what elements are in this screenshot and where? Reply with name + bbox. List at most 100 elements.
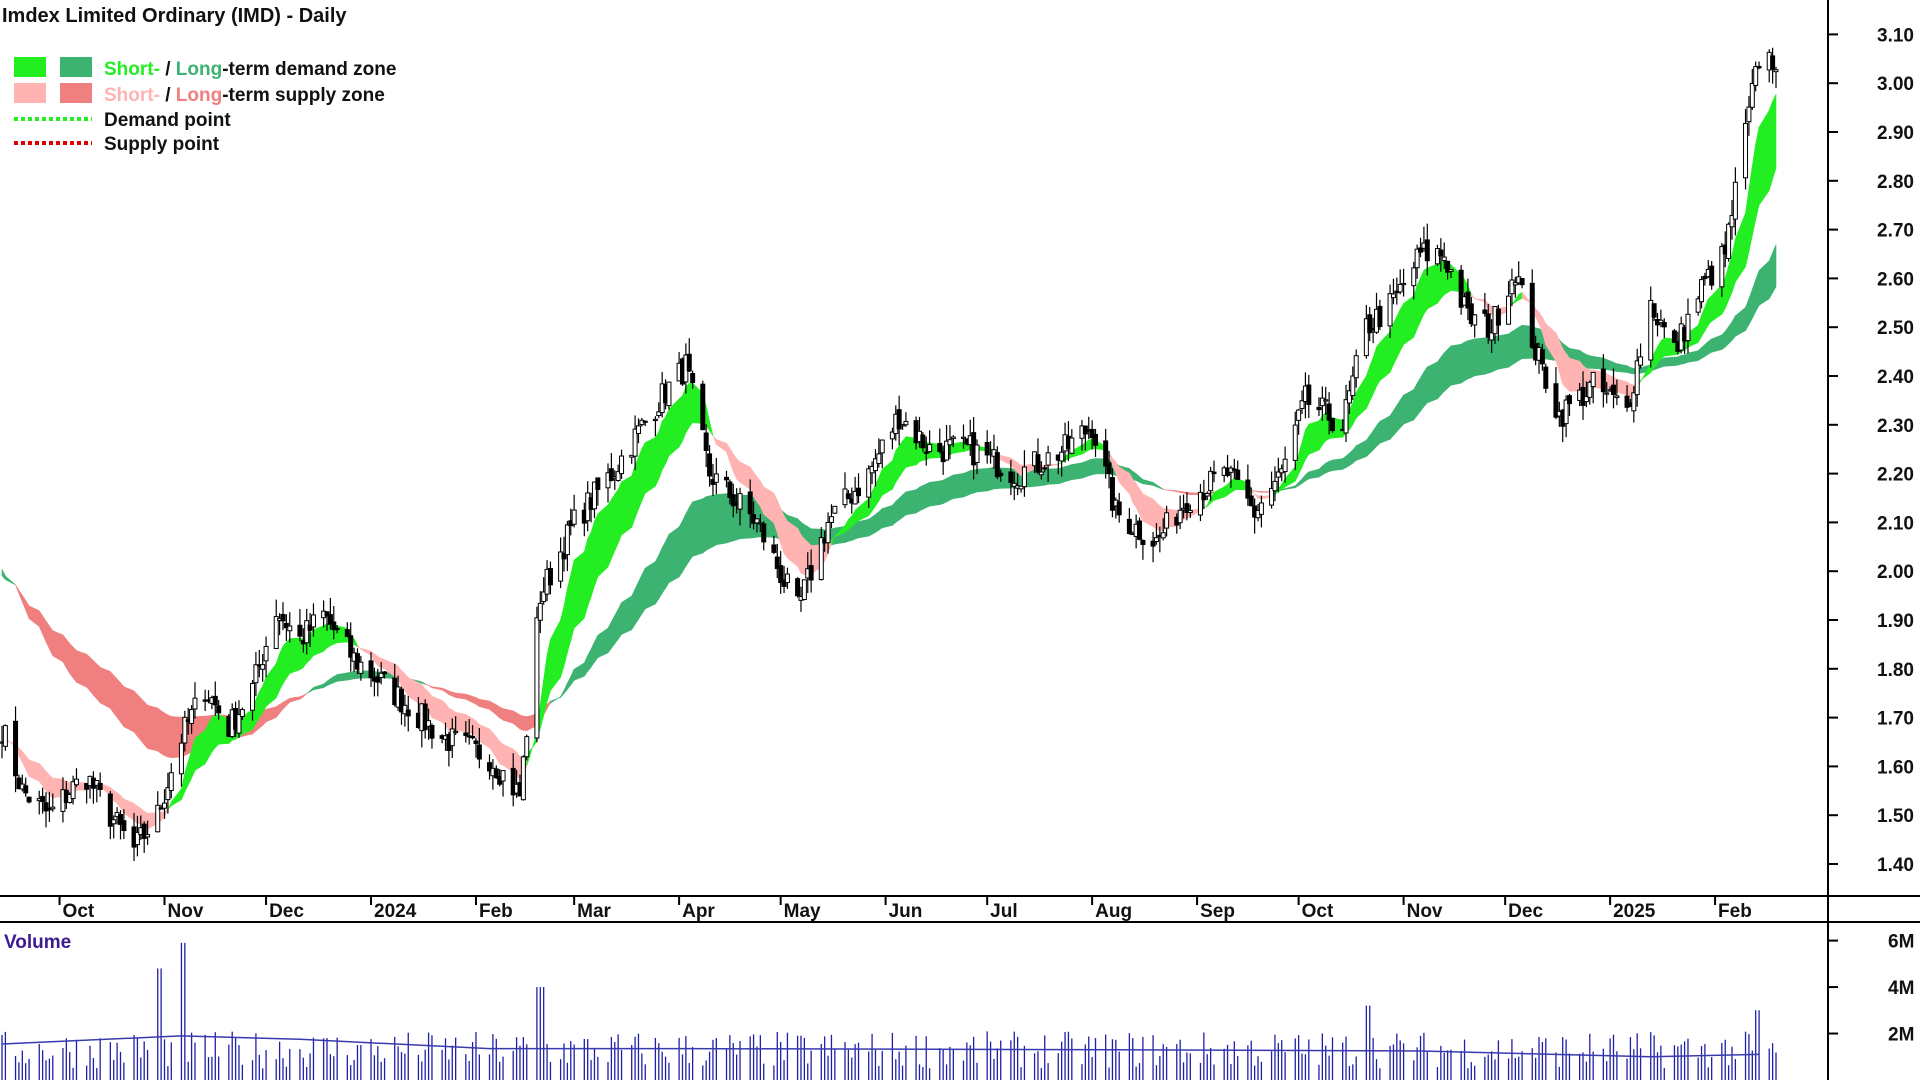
legend-supply-zone: Short- / Long-term supply zone xyxy=(104,85,385,106)
short-term-zone-segment xyxy=(25,754,30,777)
short-term-zone-segment xyxy=(1223,483,1228,498)
short-term-zone-segment xyxy=(1301,429,1306,468)
short-term-zone-segment xyxy=(1697,315,1702,344)
short-term-zone-segment xyxy=(560,606,565,678)
long-term-zone-segment xyxy=(1179,490,1184,494)
short-term-zone-segment xyxy=(1555,332,1560,373)
candle-body xyxy=(1414,248,1420,269)
candle-body xyxy=(141,823,147,839)
short-term-zone-segment xyxy=(709,421,714,437)
candle-body xyxy=(263,645,269,662)
short-term-zone-segment xyxy=(1616,378,1628,396)
candle-body xyxy=(1211,471,1217,475)
short-term-zone-segment xyxy=(783,514,788,559)
short-term-zone-segment xyxy=(587,532,592,607)
candle-body xyxy=(1326,403,1332,421)
long-term-zone-segment xyxy=(42,614,47,642)
long-term-zone-segment xyxy=(1254,490,1259,493)
long-term-zone-segment xyxy=(28,605,40,628)
candle-body xyxy=(500,770,506,782)
long-term-zone-segment xyxy=(1420,370,1425,413)
short-term-zone-segment xyxy=(1745,189,1750,267)
y-tick-label: 2.80 xyxy=(1877,172,1914,193)
long-term-zone-segment xyxy=(326,678,331,687)
candle-body xyxy=(260,664,266,670)
long-term-zone-segment xyxy=(1342,455,1347,470)
candle-body xyxy=(1282,458,1288,473)
short-term-zone-segment xyxy=(1748,165,1753,252)
candle-body xyxy=(1709,265,1715,286)
short-term-zone-segment xyxy=(262,676,267,713)
long-term-zone-segment xyxy=(336,672,348,682)
candle-body xyxy=(1529,282,1535,348)
candle-body xyxy=(165,787,171,801)
candle-body xyxy=(1106,462,1112,475)
long-term-zone-segment xyxy=(323,680,328,689)
candle-body xyxy=(784,573,790,584)
long-term-zone-segment xyxy=(1399,394,1404,429)
candle-body xyxy=(608,468,614,481)
candle-body xyxy=(1638,356,1644,366)
short-term-zone-segment xyxy=(739,461,751,490)
candle-body xyxy=(524,736,530,758)
short-term-zone-segment xyxy=(374,653,379,667)
long-term-zone-segment xyxy=(1518,324,1523,362)
long-term-zone-segment xyxy=(289,696,301,703)
candle-body xyxy=(192,697,198,710)
candle-body xyxy=(1448,269,1454,272)
x-tick-label: Feb xyxy=(479,901,513,922)
long-term-zone-segment xyxy=(479,698,490,710)
candle-body xyxy=(473,740,479,744)
short-term-zone-segment xyxy=(1752,143,1756,236)
candle-body xyxy=(1699,279,1705,303)
long-term-zone-segment xyxy=(895,497,900,523)
long-term-zone-segment xyxy=(902,491,907,519)
short-term-zone-segment xyxy=(902,435,907,473)
short-term-zone-segment xyxy=(1565,352,1570,393)
candle-body xyxy=(1472,314,1478,326)
long-term-zone-segment xyxy=(99,666,111,709)
long-term-zone-segment xyxy=(89,656,94,697)
long-term-zone-segment xyxy=(1728,320,1733,345)
candle-body xyxy=(1397,283,1403,293)
candle-body xyxy=(1610,384,1616,395)
short-term-zone-segment xyxy=(1416,277,1421,330)
candle-body xyxy=(1197,491,1203,516)
long-term-zone-segment xyxy=(1755,270,1760,312)
long-term-zone-segment xyxy=(922,483,927,510)
candle-body xyxy=(1482,309,1488,314)
candle-body xyxy=(737,493,743,510)
candle-body xyxy=(470,735,476,739)
candle-body xyxy=(1624,395,1630,408)
candle-body xyxy=(1753,66,1759,86)
y-tick-label: 3.10 xyxy=(1877,25,1914,46)
zone-layer xyxy=(1,94,1777,830)
long-term-zone-segment xyxy=(546,700,551,710)
x-tick-label: Oct xyxy=(63,901,95,922)
short-term-zone-segment xyxy=(1768,101,1773,191)
short-term-zone-segment xyxy=(255,691,260,725)
short-term-zone-segment xyxy=(204,723,209,765)
candle-body xyxy=(304,620,310,644)
candle-body xyxy=(1583,396,1589,403)
candle-body xyxy=(1346,390,1352,404)
short-term-zone-segment xyxy=(726,442,731,463)
short-term-zone-segment xyxy=(258,684,264,719)
long-term-zone-segment xyxy=(306,690,311,695)
long-term-zone-segment xyxy=(1437,356,1442,400)
long-term-zone-segment xyxy=(655,554,660,605)
chart-title: Imdex Limited Ordinary (IMD) - Daily xyxy=(2,5,347,27)
long-term-zone-segment xyxy=(523,715,528,731)
short-term-zone-segment xyxy=(594,513,599,587)
candle-body xyxy=(1164,512,1170,529)
short-term-zone-segment xyxy=(607,498,612,568)
short-term-zone-segment xyxy=(1318,414,1323,452)
long-term-zone-segment xyxy=(1389,409,1394,441)
long-term-zone-segment xyxy=(1748,289,1753,325)
long-term-zone-segment xyxy=(1704,340,1709,357)
long-term-zone-segment xyxy=(38,609,43,635)
long-term-zone-segment xyxy=(1091,458,1096,476)
short-term-zone-segment xyxy=(495,736,501,765)
long-term-zone-segment xyxy=(1471,338,1475,378)
candle-body xyxy=(1604,392,1610,395)
